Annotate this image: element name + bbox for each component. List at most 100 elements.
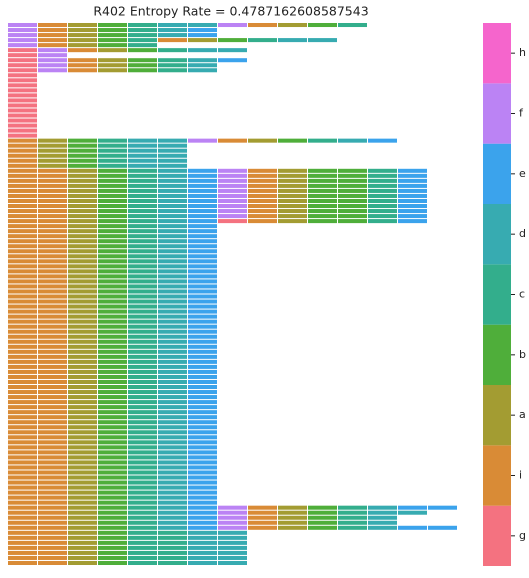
cell (128, 309, 157, 314)
cell (128, 188, 157, 193)
cell (218, 535, 247, 540)
cell (158, 33, 187, 38)
cell (8, 113, 37, 118)
cell (248, 209, 277, 214)
cell (278, 188, 307, 193)
cell (8, 58, 37, 63)
cell (68, 33, 97, 38)
cell (188, 183, 217, 188)
cell (128, 234, 157, 239)
cell (218, 219, 247, 224)
colorbar-label: f (519, 107, 524, 120)
cell (308, 188, 337, 193)
cell (248, 188, 277, 193)
cell (8, 178, 37, 183)
cell (158, 395, 187, 400)
colorbar-label: d (519, 227, 526, 240)
cell (68, 510, 97, 515)
cell (98, 349, 127, 354)
cell (38, 33, 67, 38)
cell (8, 224, 37, 229)
cell (98, 540, 127, 545)
cell (188, 168, 217, 173)
cell (308, 138, 337, 143)
cell (68, 395, 97, 400)
cell (158, 435, 187, 440)
cell (218, 214, 247, 219)
cell (278, 525, 307, 530)
cell (68, 299, 97, 304)
cell (98, 183, 127, 188)
cell (128, 349, 157, 354)
cell (68, 369, 97, 374)
cell (68, 339, 97, 344)
cell (308, 219, 337, 224)
cell (8, 364, 37, 369)
cell (38, 204, 67, 209)
cell (128, 400, 157, 405)
cell (368, 198, 397, 203)
cell (68, 495, 97, 500)
cell (38, 359, 67, 364)
cell (218, 530, 247, 535)
cell (248, 23, 277, 28)
cell (98, 63, 127, 68)
colorbar-label: i (519, 469, 522, 482)
cell (38, 445, 67, 450)
cell (368, 520, 397, 525)
cell (188, 490, 217, 495)
cell (158, 183, 187, 188)
cell (68, 445, 97, 450)
cell (38, 193, 67, 198)
cell (398, 510, 427, 515)
cell (218, 209, 247, 214)
cell (128, 344, 157, 349)
cell (188, 264, 217, 269)
cell (188, 555, 217, 560)
cell (188, 425, 217, 430)
colorbar-segment (483, 23, 511, 84)
cell (188, 415, 217, 420)
cell (128, 138, 157, 143)
cell (68, 269, 97, 274)
cell (128, 329, 157, 334)
cell (68, 405, 97, 410)
cell (8, 219, 37, 224)
cell (128, 455, 157, 460)
cell (8, 53, 37, 58)
cell (68, 264, 97, 269)
cell (158, 234, 187, 239)
cell (8, 103, 37, 108)
cell (8, 425, 37, 430)
colorbar-segment (483, 83, 511, 144)
cell (218, 505, 247, 510)
cell (98, 359, 127, 364)
cell (8, 68, 37, 73)
cell (278, 520, 307, 525)
cell (158, 540, 187, 545)
cell (188, 430, 217, 435)
cell (68, 334, 97, 339)
cell (8, 83, 37, 88)
cell (188, 23, 217, 28)
cell (38, 555, 67, 560)
cell (128, 259, 157, 264)
cell (38, 138, 67, 143)
cell (38, 158, 67, 163)
cell (188, 314, 217, 319)
cell (188, 470, 217, 475)
cell (398, 209, 427, 214)
cell (188, 198, 217, 203)
cell (338, 168, 367, 173)
cell (98, 505, 127, 510)
cell (98, 430, 127, 435)
cell (38, 485, 67, 490)
cell (218, 198, 247, 203)
cell (398, 183, 427, 188)
cell (68, 455, 97, 460)
cell (8, 525, 37, 530)
cell (8, 309, 37, 314)
cell (8, 239, 37, 244)
cell (128, 319, 157, 324)
cell (278, 214, 307, 219)
